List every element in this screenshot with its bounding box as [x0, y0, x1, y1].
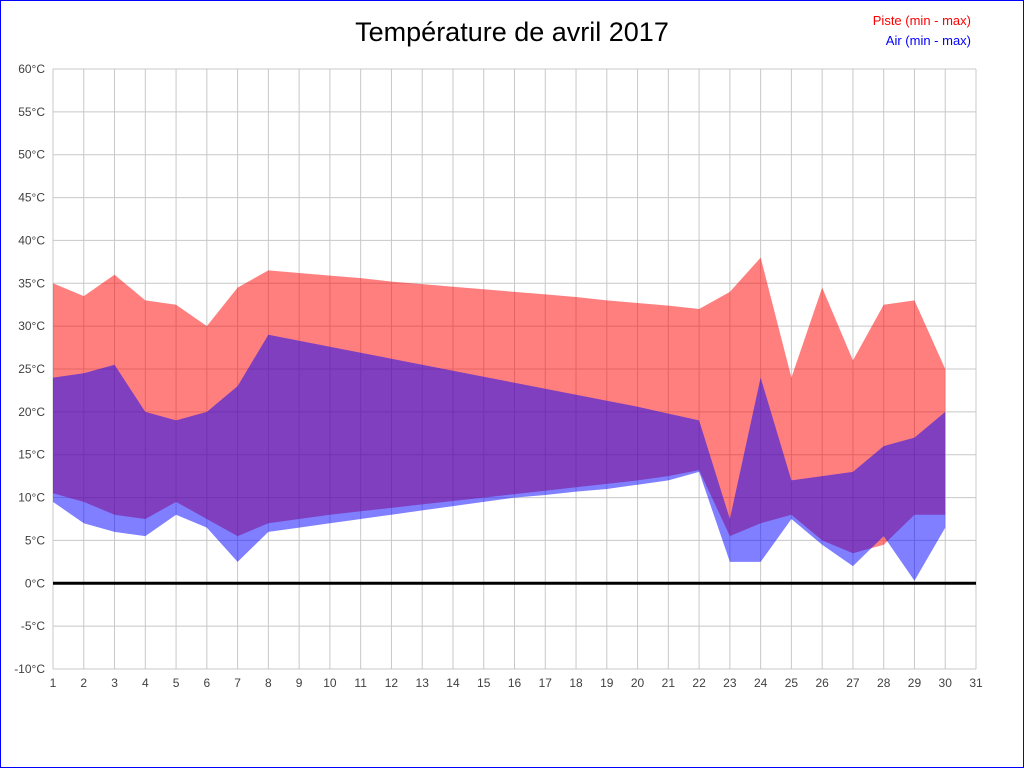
y-tick-label: 60°C — [18, 62, 45, 76]
x-tick-label: 1 — [50, 676, 57, 690]
y-tick-label: 35°C — [18, 276, 45, 290]
x-tick-label: 11 — [354, 676, 367, 690]
x-tick-label: 16 — [508, 676, 522, 690]
x-tick-label: 2 — [80, 676, 87, 690]
x-tick-label: 4 — [142, 676, 149, 690]
y-tick-label: 10°C — [18, 491, 45, 505]
y-tick-label: 5°C — [25, 533, 45, 547]
y-tick-label: 55°C — [18, 105, 45, 119]
x-tick-label: 30 — [939, 676, 953, 690]
x-tick-label: 14 — [446, 676, 460, 690]
y-tick-label: 45°C — [18, 191, 45, 205]
x-tick-label: 7 — [234, 676, 241, 690]
x-tick-label: 21 — [662, 676, 676, 690]
chart-title: Température de avril 2017 — [355, 17, 669, 47]
x-tick-label: 15 — [477, 676, 491, 690]
x-tick-label: 25 — [785, 676, 799, 690]
x-tick-label: 27 — [846, 676, 860, 690]
x-tick-label: 5 — [173, 676, 180, 690]
legend-air-label: Air (min - max) — [885, 33, 971, 48]
x-tick-label: 9 — [296, 676, 303, 690]
y-tick-label: 30°C — [18, 319, 45, 333]
y-tick-label: 0°C — [25, 576, 45, 590]
y-tick-label: -10°C — [14, 662, 45, 676]
x-tick-label: 28 — [877, 676, 891, 690]
x-tick-label: 13 — [416, 676, 430, 690]
x-tick-label: 31 — [969, 676, 983, 690]
x-tick-label: 6 — [203, 676, 210, 690]
x-tick-label: 17 — [539, 676, 553, 690]
y-tick-label: 40°C — [18, 233, 45, 247]
x-tick-label: 10 — [323, 676, 337, 690]
x-tick-label: 24 — [754, 676, 768, 690]
air-minmax-band — [53, 334, 946, 581]
x-tick-label: 8 — [265, 676, 272, 690]
legend: Piste (min - max) Air (min - max) — [873, 11, 971, 51]
y-tick-label: 15°C — [18, 448, 45, 462]
x-tick-label: 23 — [723, 676, 737, 690]
y-tick-label: -5°C — [21, 619, 45, 633]
y-tick-label: 50°C — [18, 148, 45, 162]
x-tick-label: 26 — [815, 676, 829, 690]
legend-piste-label: Piste (min - max) — [872, 13, 971, 28]
y-tick-label: 20°C — [18, 405, 45, 419]
x-tick-label: 20 — [631, 676, 645, 690]
x-tick-label: 22 — [692, 676, 706, 690]
x-tick-label: 3 — [111, 676, 118, 690]
x-tick-label: 12 — [385, 676, 399, 690]
y-tick-label: 25°C — [18, 362, 45, 376]
x-tick-label: 18 — [569, 676, 583, 690]
x-tick-label: 29 — [908, 676, 922, 690]
x-tick-label: 19 — [600, 676, 614, 690]
